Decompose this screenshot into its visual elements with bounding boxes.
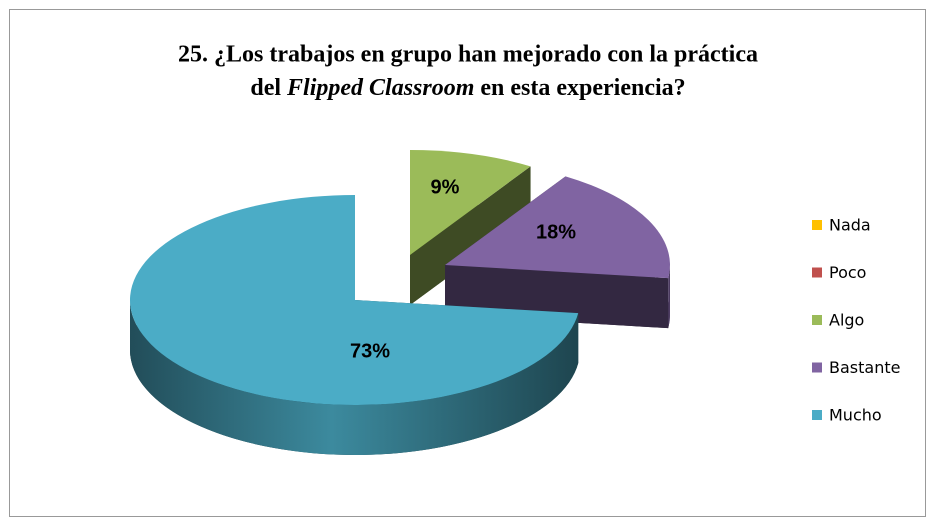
legend-swatch — [812, 220, 822, 230]
legend-swatch — [812, 362, 822, 373]
title-part: en esta experiencia? — [474, 75, 685, 101]
legend-label: Bastante — [829, 358, 900, 377]
legend-label: Algo — [829, 311, 864, 330]
legend-swatch — [812, 410, 822, 420]
legend-label: Mucho — [829, 406, 882, 425]
slice-wall — [668, 265, 670, 329]
slice-top — [130, 195, 579, 405]
slice-top — [410, 150, 531, 255]
data-label: 9% — [431, 176, 460, 198]
title-part: Flipped Classroom — [286, 75, 474, 101]
title-part: del — [250, 75, 287, 101]
data-label: 73% — [350, 340, 390, 362]
slice-side — [410, 166, 531, 305]
legend-swatch — [812, 267, 822, 278]
pie-slice — [445, 176, 671, 329]
chart-title: 25. ¿Los trabajos en grupo han mejorado … — [178, 42, 758, 68]
legend-swatch — [812, 315, 822, 325]
legend-label: Poco — [829, 263, 866, 282]
chart-title: del Flipped Classroom en esta experienci… — [250, 75, 685, 101]
slice-top — [445, 176, 671, 279]
legend-label: Nada — [829, 216, 871, 235]
slice-wall — [130, 300, 579, 456]
data-label: 18% — [536, 221, 576, 243]
pie-slice — [130, 195, 579, 456]
